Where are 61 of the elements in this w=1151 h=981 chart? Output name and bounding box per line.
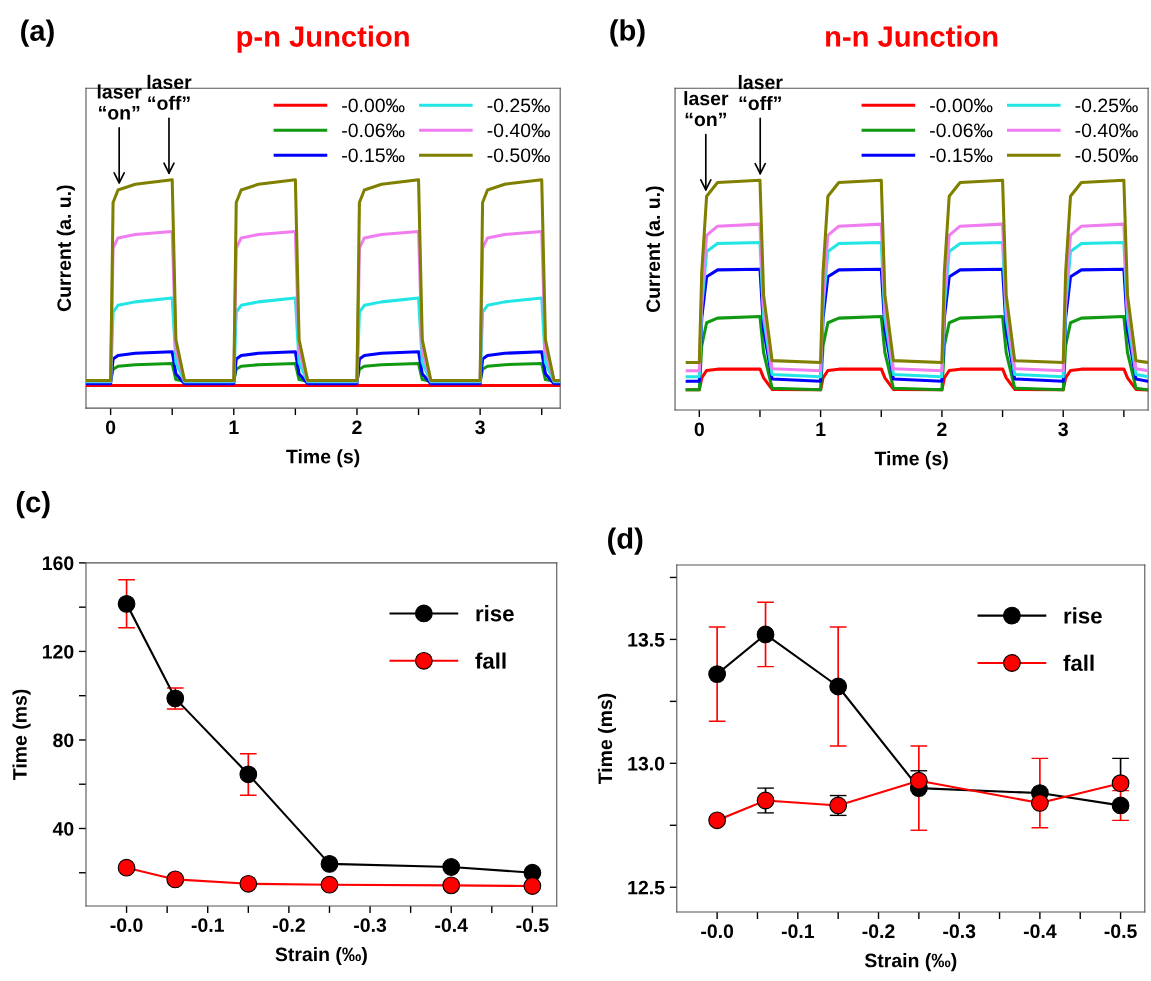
legend-label: -0.25‰ <box>487 98 550 113</box>
x-tick-label: -0.4 <box>1023 924 1057 939</box>
x-tick-label: -0.1 <box>191 918 224 933</box>
text: laser “on” <box>97 84 142 120</box>
legend-label: rise <box>476 605 514 622</box>
text: (a) <box>21 19 54 47</box>
legend-label: -0.15‰ <box>930 148 993 163</box>
legend-label: -0.50‰ <box>487 148 550 163</box>
y-tick-label: 40 <box>52 821 74 836</box>
x-tick-label: 3 <box>475 420 485 435</box>
legend-label: rise <box>1064 607 1102 624</box>
legend-label: -0.50‰ <box>1075 148 1138 163</box>
legend-label: -0.40‰ <box>487 123 550 138</box>
y-axis-title: Current (a. u.) <box>645 186 664 313</box>
y-axis-title: Time (ms) <box>12 689 31 780</box>
x-tick-label: -0.2 <box>272 918 305 933</box>
chart-title: n-n Junction <box>826 25 998 47</box>
x-axis-title: Strain (‰) <box>275 947 367 966</box>
legend-label: -0.40‰ <box>1075 123 1138 138</box>
x-tick-label: -0.4 <box>435 918 468 933</box>
y-tick-label: 12.5 <box>628 880 665 895</box>
y-axis-title: Current (a. u.) <box>56 185 75 312</box>
text: (b) <box>610 19 645 47</box>
x-tick-label: 3 <box>1058 422 1068 437</box>
chart-title: p-n Junction <box>237 25 409 53</box>
x-tick-label: 1 <box>816 422 826 436</box>
legend-label: -0.25‰ <box>1075 98 1138 113</box>
legend-label: -0.15‰ <box>342 148 405 163</box>
legend-label: -0.06‰ <box>342 123 405 138</box>
y-axis-title: Time (ms) <box>597 693 617 785</box>
legend-label: fall <box>1063 654 1094 671</box>
y-tick-label: 13.5 <box>628 632 665 647</box>
y-tick-label: 13.0 <box>628 756 665 771</box>
text: (c) <box>16 491 50 519</box>
x-tick-label: -0.3 <box>943 924 976 939</box>
text: laser “off” <box>738 74 783 111</box>
x-tick-label: 0 <box>694 422 704 437</box>
x-axis-title: Time (s) <box>874 451 948 470</box>
text: (d) <box>608 527 643 555</box>
legend-label: -0.00‰ <box>930 98 993 113</box>
x-tick-label: 2 <box>937 422 947 436</box>
x-tick-label: 1 <box>229 420 239 434</box>
legend-label: fall <box>475 652 506 669</box>
legend-label: -0.00‰ <box>342 98 405 113</box>
x-tick-label: 0 <box>105 420 116 435</box>
y-tick-label: 160 <box>42 556 74 571</box>
x-tick-label: -0.0 <box>701 924 734 939</box>
x-axis-title: Time (s) <box>286 449 360 468</box>
x-tick-label: -0.5 <box>516 918 549 933</box>
x-tick-label: -0.0 <box>110 918 143 933</box>
legend-label: -0.06‰ <box>930 123 993 138</box>
x-tick-label: -0.2 <box>862 924 895 939</box>
x-tick-label: -0.1 <box>781 924 815 939</box>
x-tick-label: 2 <box>352 420 362 434</box>
x-tick-label: -0.5 <box>1104 924 1137 939</box>
x-tick-label: -0.3 <box>354 918 387 933</box>
x-axis-title: Strain (‰) <box>864 953 957 972</box>
y-tick-label: 80 <box>53 733 74 748</box>
text: laser “on” <box>684 91 729 127</box>
y-tick-label: 120 <box>42 644 74 659</box>
text: laser “off” <box>147 74 192 111</box>
